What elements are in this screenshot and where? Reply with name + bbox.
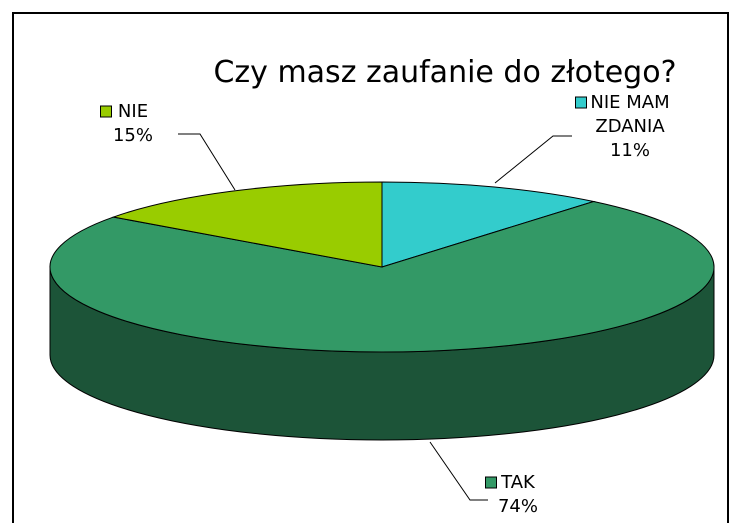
leader-line (494, 135, 572, 184)
legend-marker (575, 96, 587, 109)
data-label-line: NIE (118, 101, 148, 122)
data-label-line: ZDANIA (595, 116, 665, 137)
data-label-line: NIE MAM (590, 92, 669, 113)
chart-title: Czy masz zaufanie do złotego? (213, 55, 676, 90)
value-label: 74% (498, 496, 538, 517)
value-label: 11% (610, 140, 650, 161)
data-label: NIE MAM ZDANIA (590, 92, 669, 137)
data-label-line: TAK (500, 472, 536, 493)
data-label: NIE (118, 101, 148, 122)
data-label: TAK (500, 472, 536, 493)
leader-line (429, 441, 488, 501)
pie-slice (111, 181, 383, 268)
pie-slice (381, 181, 596, 268)
legend-marker (100, 105, 112, 118)
leader-line (178, 133, 236, 191)
pie-slice (49, 200, 715, 353)
legend-marker (485, 476, 497, 489)
value-label: 15% (113, 125, 153, 146)
